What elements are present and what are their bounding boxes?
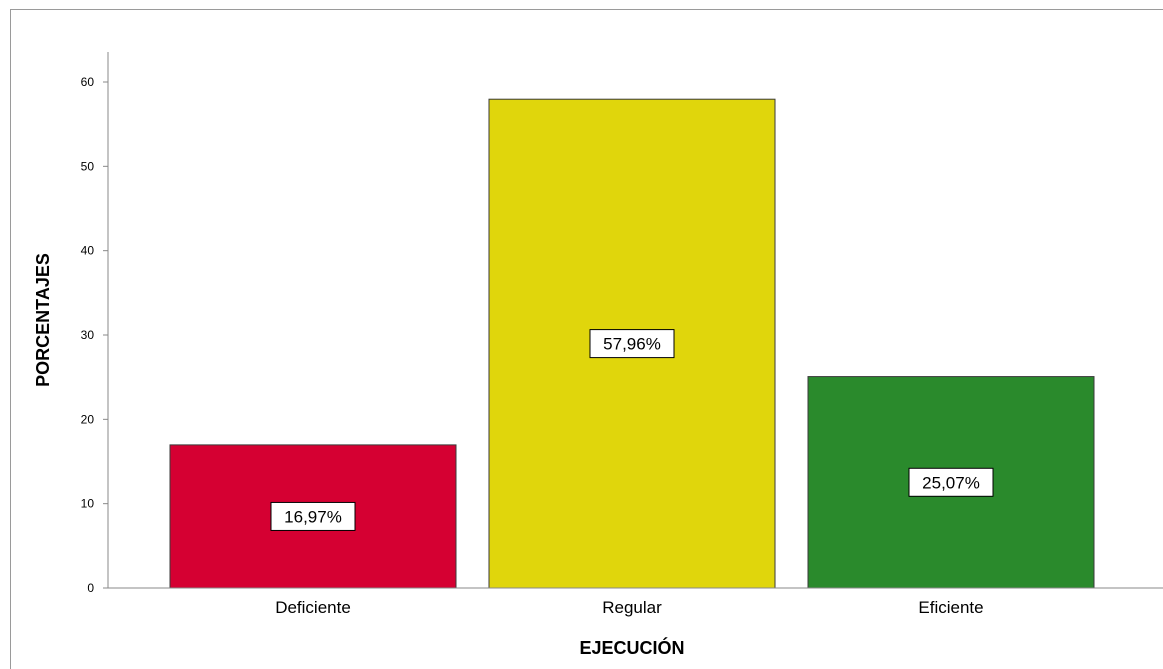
data-label-box [270,501,356,531]
x-tick-label: Regular [602,598,662,617]
data-label-deficiente: 16,97% [270,501,356,531]
chart-frame [10,9,1163,669]
data-label-regular: 57,96% [589,329,675,359]
data-label-text: 16,97% [284,507,342,526]
x-tick-label: Deficiente [275,598,351,617]
data-label-text: 57,96% [603,335,661,354]
y-tick-label: 0 [87,581,94,595]
axes-group: 0 10 20 30 40 50 60 Deficiente Regular Eficiente [81,52,1163,617]
x-axis-title: EJECUCIÓN [579,637,684,658]
y-tick-label: 20 [81,412,95,426]
y-tick-label: 60 [81,75,95,89]
y-tick-label: 40 [81,244,95,258]
data-label-eficiente: 25,07% [908,467,994,497]
x-tick-label: Eficiente [918,598,983,617]
y-tick-label: 10 [81,497,95,511]
data-label-box [589,329,675,359]
data-label-text: 25,07% [922,473,980,492]
data-labels-group: 16,97% 57,96% 25,07% [270,329,994,531]
y-tick-label: 50 [81,159,95,173]
data-label-box [908,467,994,497]
y-axis-title: PORCENTAJES [33,253,53,387]
y-tick-label: 30 [81,328,95,342]
